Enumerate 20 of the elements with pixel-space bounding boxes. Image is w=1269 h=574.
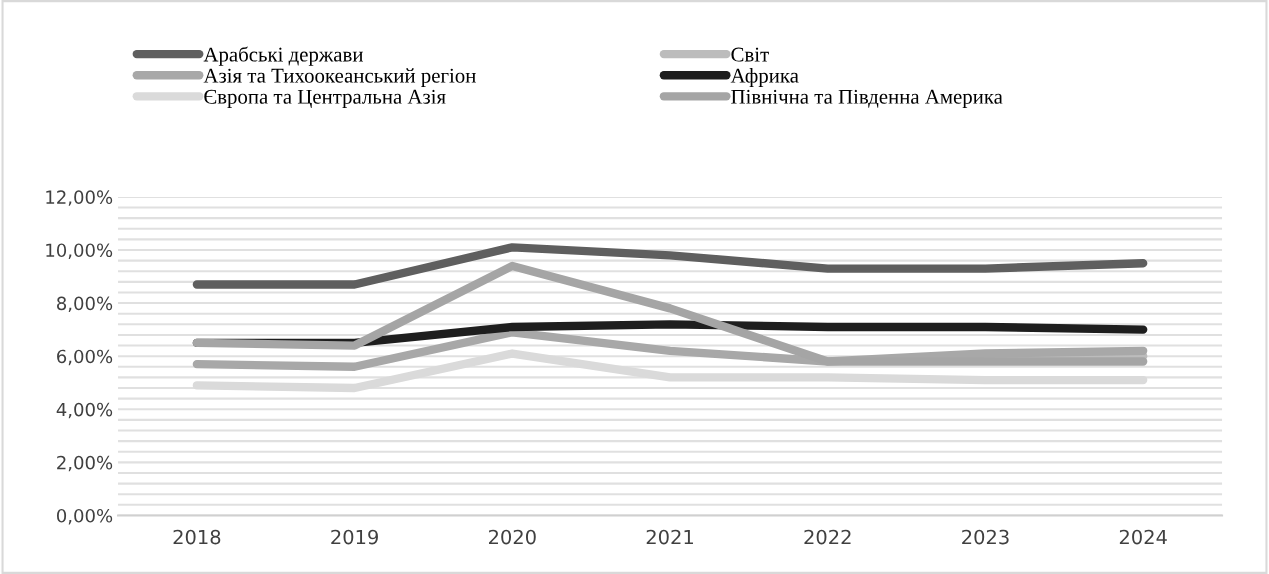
y-tick-label: 4,00% [56, 402, 113, 419]
legend-label: Арабські держави [203, 46, 364, 66]
x-tick-label: 2023 [962, 529, 1009, 545]
x-tick-label: 2024 [1119, 529, 1167, 545]
x-tick-label: 2020 [489, 529, 536, 545]
legend-label: Північна та Південна Америка [731, 89, 1003, 109]
legend-label: Світ [731, 47, 769, 62]
y-tick-label: 10,00% [46, 243, 113, 259]
y-tick-label: 6,00% [57, 349, 113, 366]
x-tick-label: 2018 [173, 529, 221, 545]
x-tick-label: 2019 [331, 529, 378, 545]
y-tick-label: 12,00% [46, 190, 113, 206]
x-tick-label: 2022 [804, 529, 851, 545]
legend-label: Європа та Центральна Азія [204, 89, 446, 109]
x-tick-label: 2021 [646, 529, 693, 545]
y-tick-label: 2,00% [57, 455, 113, 472]
y-tick-label: 0,00% [56, 508, 113, 525]
legend-label: Африка [730, 68, 799, 87]
y-tick-label: 8,00% [57, 296, 113, 313]
legend-label: Азія та Тихоокеанський регіон [203, 68, 476, 87]
